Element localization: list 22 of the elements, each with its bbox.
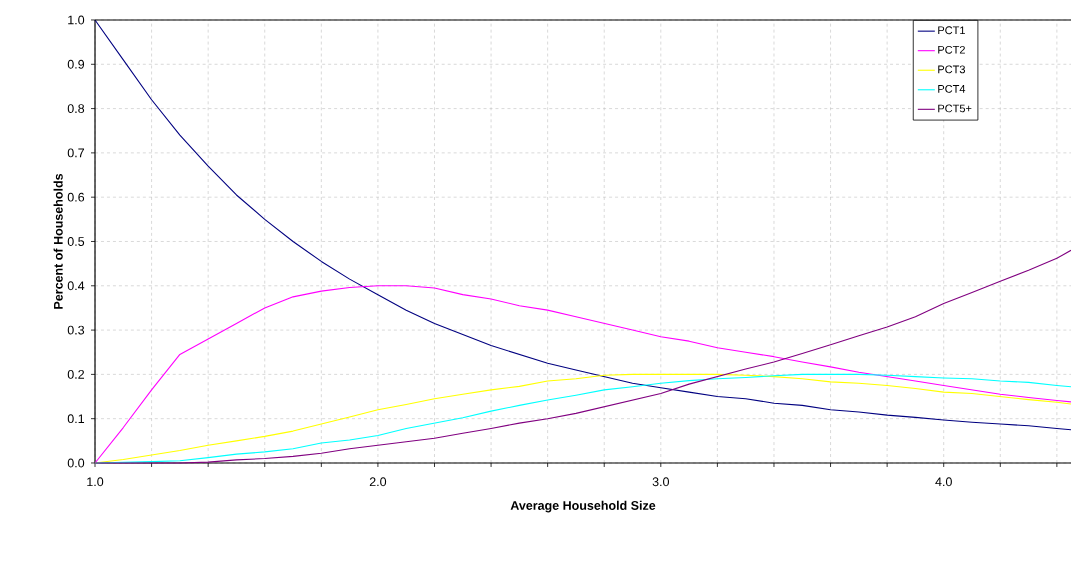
y-tick-label: 1.0	[68, 15, 85, 25]
x-tick-label: 1.0	[87, 477, 104, 487]
legend-label: PCT4	[938, 84, 966, 93]
legend-label: PCT1	[938, 26, 965, 35]
y-tick-label: 0.7	[67, 148, 85, 158]
y-tick-label: 0.9	[67, 59, 85, 69]
legend-label: PCT5+	[938, 104, 972, 113]
y-tick-label: 0.5	[67, 237, 85, 246]
y-axis-title: Percent of Households	[53, 173, 63, 309]
y-tick-label: 0.4	[67, 281, 85, 291]
y-tick-label: 0.8	[67, 104, 85, 114]
y-tick-label: 0.1	[67, 414, 85, 424]
x-axis-title: Average Household Size	[510, 500, 656, 513]
y-tick-label: 0.2	[67, 369, 85, 379]
x-tick-label: 4.0	[935, 477, 952, 487]
y-tick-label: 0.6	[67, 192, 85, 202]
y-tick-label: 0.3	[67, 325, 85, 335]
x-tick-label: 2.0	[369, 477, 387, 487]
y-tick-label: 0.0	[67, 458, 85, 468]
legend-label: PCT3	[938, 65, 965, 74]
legend-label: PCT2	[938, 45, 965, 54]
x-tick-label: 3.0	[652, 477, 670, 487]
